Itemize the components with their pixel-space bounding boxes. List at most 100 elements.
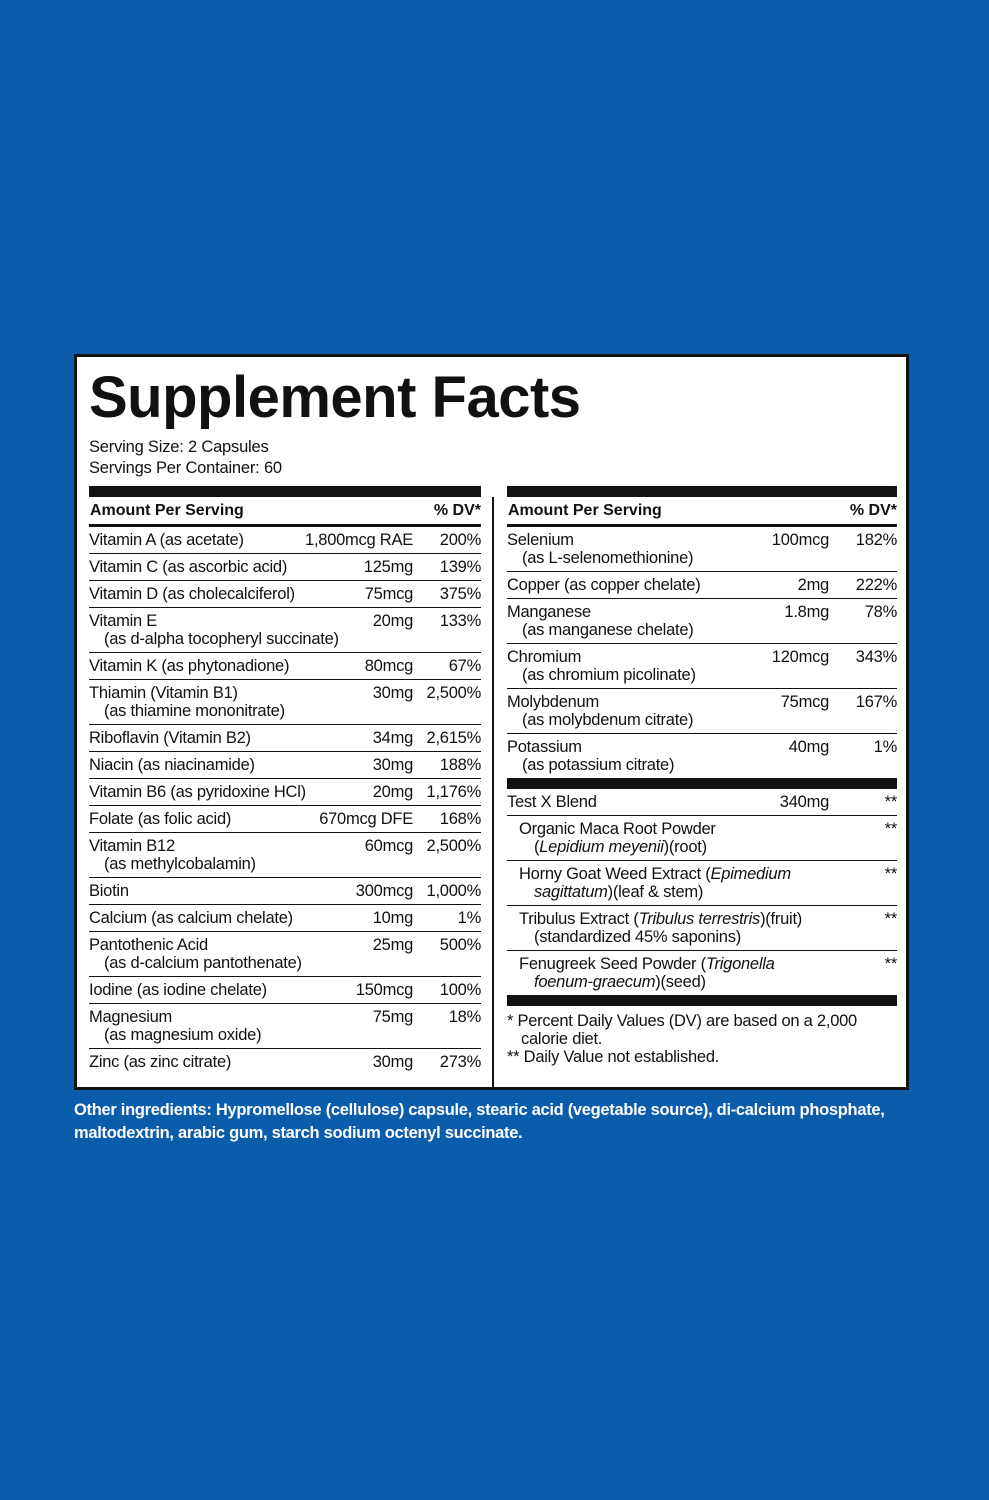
blend-item: Horny Goat Weed Extract (Epimedium sagitt… (507, 861, 897, 906)
amount: 40mg (788, 738, 830, 756)
daily-value: 182% (855, 531, 897, 549)
nutrient-row: Vitamin B12 (as methylcobalamin) 60mcg 2,50… (89, 833, 481, 878)
nutrient-row: Riboflavin (Vitamin B2) 34mg 2,615% (89, 725, 481, 752)
nutrient-label: Potassium (507, 738, 582, 756)
nutrient-name: Thiamin (Vitamin B1) (as thiamine mononit… (89, 684, 373, 720)
nutrient-row: Zinc (as zinc citrate) 30mg 273% (89, 1049, 481, 1075)
item-text: Tribulus Extract ( (519, 910, 639, 928)
daily-value: 2,500% (426, 837, 482, 855)
nutrient-label: Pantothenic Acid (89, 936, 208, 954)
nutrient-label: Manganese (507, 603, 591, 621)
nutrient-source: (as molybdenum citrate) (522, 711, 694, 729)
nutrient-label: Niacin (as niacinamide) (89, 756, 255, 774)
nutrient-name: Biotin (89, 882, 356, 900)
nutrient-name: Copper (as copper chelate) (507, 576, 798, 594)
latin-name: sagittatum (534, 883, 608, 901)
amount: 300mcg (355, 882, 413, 900)
thick-bar (507, 778, 897, 789)
nutrient-row: Thiamin (Vitamin B1) (as thiamine mononit… (89, 680, 481, 725)
nutrient-name: Vitamin C (as ascorbic acid) (89, 558, 364, 576)
amount: 120mcg (771, 648, 829, 666)
item-line: (Lepidium meyenii)(root) (519, 838, 829, 856)
amount: 150mcg (355, 981, 413, 999)
daily-value: 222% (855, 576, 897, 594)
latin-name: Trigonella (705, 955, 775, 973)
amount: 60mcg (364, 837, 414, 855)
daily-value: 2,500% (426, 684, 482, 702)
amount: 30mg (372, 756, 414, 774)
nutrient-name: Manganese (as manganese chelate) (507, 603, 784, 639)
nutrient-source: (as manganese chelate) (522, 621, 694, 639)
column-divider (492, 497, 494, 1087)
nutrient-row: Folate (as folic acid) 670mcg DFE 168% (89, 806, 481, 833)
nutrient-name: Molybdenum (as molybdenum citrate) (507, 693, 781, 729)
daily-value: 1,000% (426, 882, 482, 900)
item-text: (standardized 45% saponins) (534, 928, 741, 946)
nutrient-label: Calcium (as calcium chelate) (89, 909, 293, 927)
nutrient-label: Vitamin A (as acetate) (89, 531, 244, 549)
nutrient-row: Pantothenic Acid (as d-calcium pantothena… (89, 932, 481, 977)
amount: 80mcg (364, 657, 414, 675)
amount: 100mcg (771, 531, 829, 549)
amount: 1.8mg (784, 603, 829, 621)
nutrient-row: Vitamin A (as acetate) 1,800mcg RAE 200% (89, 527, 481, 554)
nutrient-label: Copper (as copper chelate) (507, 576, 701, 594)
serving-size: Serving Size: 2 Capsules (89, 438, 269, 456)
left-column: Amount Per Serving % DV* Vitamin A (as ace… (89, 486, 481, 1075)
nutrient-label: Riboflavin (Vitamin B2) (89, 729, 251, 747)
daily-value: 200% (439, 531, 481, 549)
footnote: * Percent Daily Values (DV) are based on… (507, 1012, 857, 1048)
item-name: Horny Goat Weed Extract (Epimedium sagitt… (519, 865, 829, 901)
item-text: Horny Goat Weed Extract ( (519, 865, 711, 883)
latin-name: Lepidium meyenii (539, 838, 664, 856)
title: Supplement Facts (89, 365, 581, 430)
daily-value: 188% (439, 756, 481, 774)
nutrient-rows: Vitamin A (as acetate) 1,800mcg RAE 200% Vi… (89, 527, 481, 1075)
nutrient-name: Magnesium (as magnesium oxide) (89, 1008, 373, 1044)
nutrient-name: Vitamin D (as cholecalciferol) (89, 585, 365, 603)
nutrient-label: Vitamin K (as phytonadione) (89, 657, 290, 675)
blend-name: Test X Blend (507, 793, 597, 811)
nutrient-name: Chromium (as chromium picolinate) (507, 648, 772, 684)
nutrient-row: Magnesium (as magnesium oxide) 75mg 18% (89, 1004, 481, 1049)
nutrient-source: (as thiamine mononitrate) (104, 702, 285, 720)
latin-name: Tribulus terrestris (638, 910, 761, 928)
item-text: Fenugreek Seed Powder ( (519, 955, 706, 973)
daily-value: 133% (439, 612, 481, 630)
thick-bar (89, 486, 481, 497)
nutrient-label: Molybdenum (507, 693, 599, 711)
nutrient-name: Vitamin K (as phytonadione) (89, 657, 365, 675)
amount: 34mg (372, 729, 414, 747)
amount: 25mg (372, 936, 414, 954)
daily-value: 343% (855, 648, 897, 666)
item-text: ( (534, 838, 540, 856)
nutrient-label: Vitamin D (as cholecalciferol) (89, 585, 295, 603)
item-line: (standardized 45% saponins) (519, 928, 829, 946)
daily-value: ** (884, 910, 898, 928)
amount: 1,800mcg RAE (305, 531, 413, 549)
item-line: sagittatum)(leaf & stem) (519, 883, 829, 901)
amount: 30mg (372, 684, 414, 702)
daily-value: 375% (439, 585, 481, 603)
other-ingredients: Other ingredients: Hypromellose (cellulo… (74, 1101, 885, 1142)
nutrient-name: Folate (as folic acid) (89, 810, 319, 828)
nutrient-source: (as methylcobalamin) (104, 855, 256, 873)
item-text: )(seed) (655, 973, 706, 991)
daily-value: 139% (439, 558, 481, 576)
daily-value: 1% (873, 738, 898, 756)
item-line: foenum-graecum)(seed) (519, 973, 829, 991)
facts-panel: Supplement Facts Serving Size: 2 Capsule… (74, 354, 909, 1090)
nutrient-name: Pantothenic Acid (as d-calcium pantothena… (89, 936, 373, 972)
item-text: )(leaf & stem) (607, 883, 704, 901)
latin-name: foenum-graecum (534, 973, 656, 991)
nutrient-label: Thiamin (Vitamin B1) (89, 684, 238, 702)
item-name: Fenugreek Seed Powder (Trigonella foenum-… (519, 955, 829, 991)
nutrient-label: Vitamin B12 (89, 837, 175, 855)
item-line: Horny Goat Weed Extract (Epimedium (519, 865, 829, 883)
blend-item: Organic Maca Root Powder (Lepidium meyeni… (507, 816, 897, 861)
daily-value: 1% (457, 909, 482, 927)
daily-value: ** (884, 793, 898, 811)
nutrient-row: Molybdenum (as molybdenum citrate) 75mcg 16… (507, 689, 897, 734)
latin-name: Epimedium (710, 865, 792, 883)
